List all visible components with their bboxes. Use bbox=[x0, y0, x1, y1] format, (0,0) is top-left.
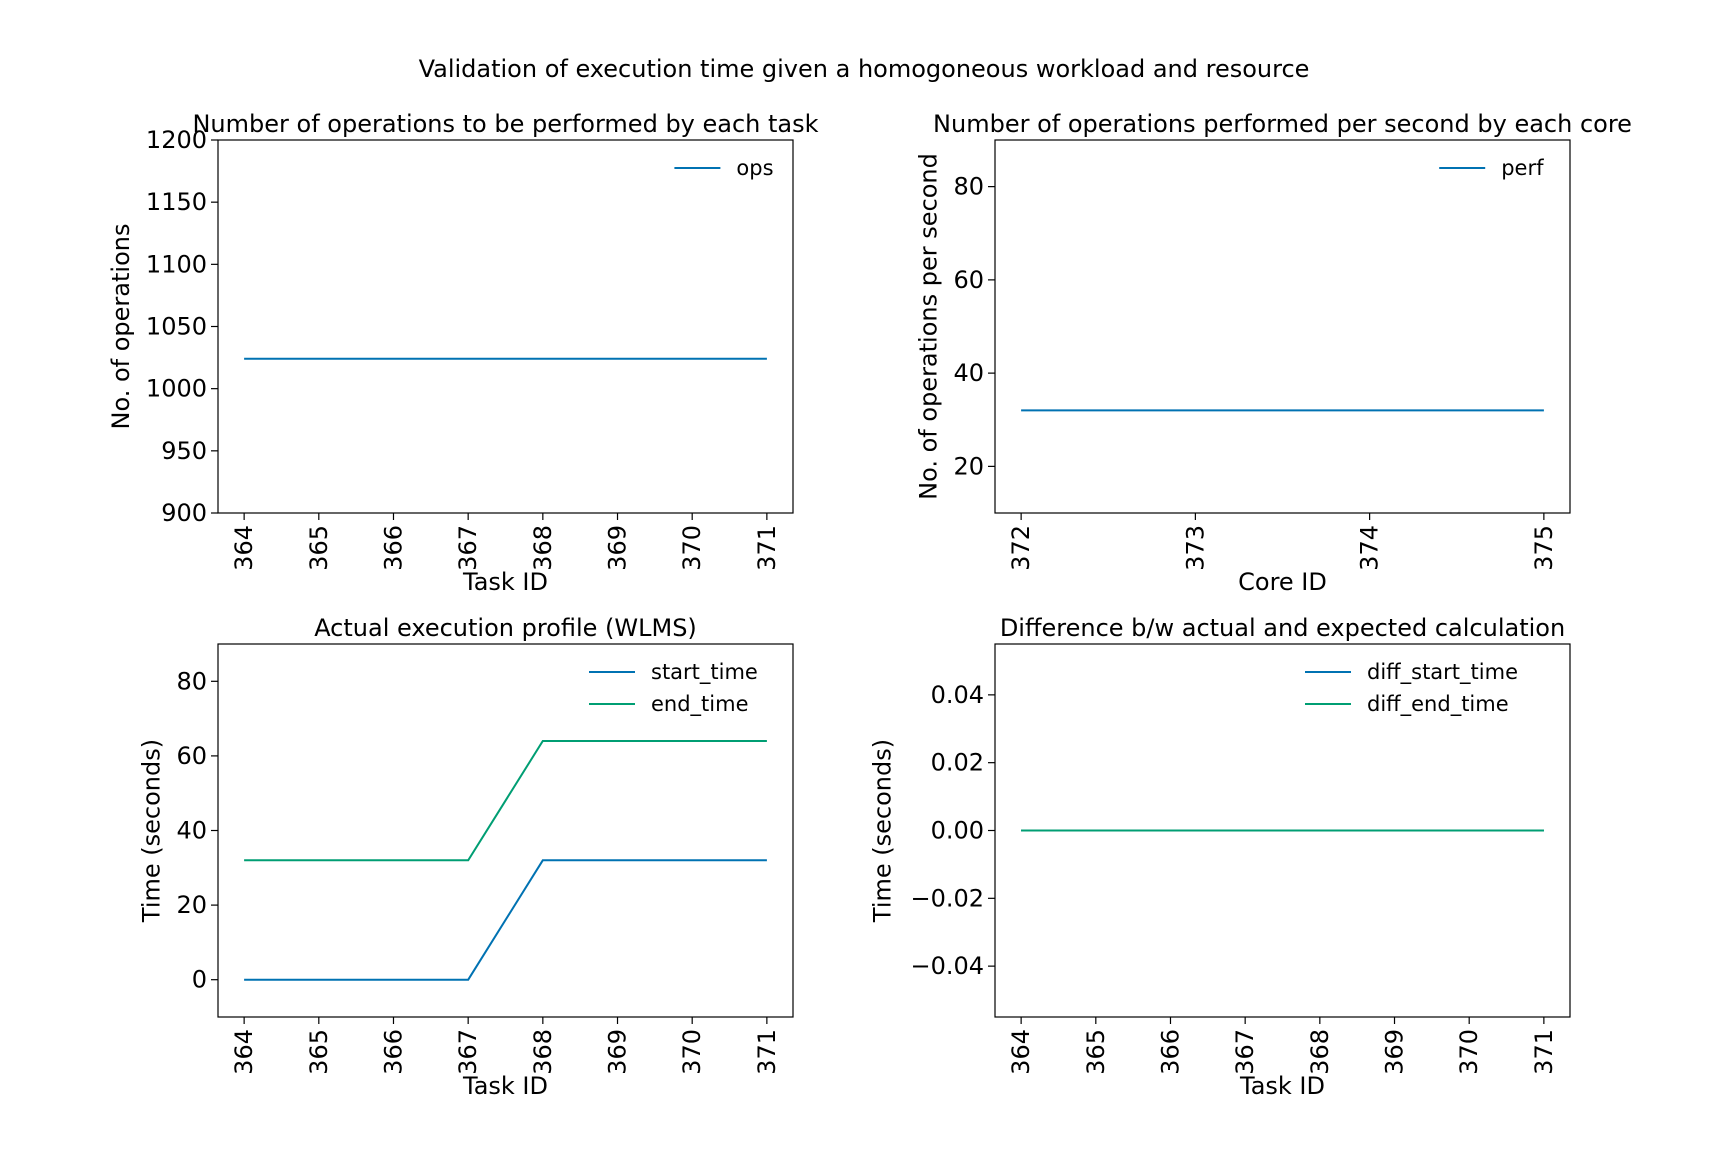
legend-entry: ops bbox=[736, 156, 773, 180]
y-axis-label: Time (seconds) bbox=[869, 739, 897, 923]
subplot-title: Number of operations performed per secon… bbox=[933, 110, 1632, 138]
y-tick-label: 0.04 bbox=[931, 681, 984, 709]
subplot-perf: Number of operations performed per secon… bbox=[914, 110, 1632, 596]
subplot-grid: Number of operations to be performed by … bbox=[107, 110, 1632, 1100]
x-tick-label: 366 bbox=[1156, 1029, 1184, 1075]
y-tick-label: 40 bbox=[953, 359, 984, 387]
y-tick-label: 1150 bbox=[146, 188, 207, 216]
legend-entry: diff_start_time bbox=[1367, 660, 1518, 685]
x-tick-label: 368 bbox=[529, 525, 557, 571]
y-tick-label: 60 bbox=[953, 266, 984, 294]
subplot-title: Actual execution profile (WLMS) bbox=[314, 614, 697, 642]
axes-frame bbox=[994, 139, 1571, 514]
x-tick-label: 366 bbox=[379, 525, 407, 571]
y-tick-label: 40 bbox=[176, 817, 207, 845]
y-axis-label: No. of operations bbox=[107, 224, 135, 430]
x-tick-label: 367 bbox=[454, 525, 482, 571]
x-tick-label: 365 bbox=[305, 525, 333, 571]
legend-entry: start_time bbox=[651, 660, 758, 685]
x-tick-label: 372 bbox=[1007, 525, 1035, 571]
x-axis-label: Core ID bbox=[1238, 568, 1327, 596]
legend: diff_start_time diff_end_time bbox=[1305, 660, 1518, 717]
x-axis-label: Task ID bbox=[462, 1072, 548, 1100]
y-tick-label: 1000 bbox=[146, 375, 207, 403]
x-tick-label: 370 bbox=[678, 525, 706, 571]
legend: ops bbox=[674, 156, 774, 180]
x-tick-label: 364 bbox=[230, 525, 258, 571]
x-tick-label: 364 bbox=[230, 1029, 258, 1075]
y-tick-label: 20 bbox=[953, 452, 984, 480]
legend: start_time end_time bbox=[589, 660, 758, 717]
x-tick-label: 370 bbox=[1455, 1029, 1483, 1075]
subplot-difference: Difference b/w actual and expected calcu… bbox=[869, 614, 1571, 1100]
subplot-ops: Number of operations to be performed by … bbox=[107, 110, 819, 596]
x-tick-label: 368 bbox=[1306, 1029, 1334, 1075]
x-tick-label: 365 bbox=[1082, 1029, 1110, 1075]
x-tick-label: 375 bbox=[1530, 525, 1558, 571]
x-tick-label: 368 bbox=[529, 1029, 557, 1075]
y-tick-label: 900 bbox=[161, 499, 207, 527]
x-tick-label: 371 bbox=[753, 525, 781, 571]
y-tick-label: 0 bbox=[192, 966, 207, 994]
legend: perf bbox=[1439, 156, 1544, 180]
figure-suptitle: Validation of execution time given a hom… bbox=[419, 55, 1310, 83]
x-tick-label: 369 bbox=[604, 525, 632, 571]
x-tick-label: 371 bbox=[1530, 1029, 1558, 1075]
x-tick-label: 364 bbox=[1007, 1029, 1035, 1075]
x-tick-label: 366 bbox=[379, 1029, 407, 1075]
y-tick-label: 80 bbox=[953, 173, 984, 201]
x-tick-label: 369 bbox=[1381, 1029, 1409, 1075]
axes-frame bbox=[217, 139, 794, 514]
legend-entry: end_time bbox=[651, 692, 749, 717]
series-line-start-time bbox=[244, 859, 767, 981]
x-tick-label: 367 bbox=[454, 1029, 482, 1075]
series-line-end-time bbox=[244, 740, 767, 862]
y-tick-label: 950 bbox=[161, 437, 207, 465]
x-axis-label: Task ID bbox=[462, 568, 548, 596]
y-tick-label: −0.02 bbox=[910, 884, 984, 912]
x-tick-label: 369 bbox=[604, 1029, 632, 1075]
y-tick-label: −0.04 bbox=[910, 952, 984, 980]
x-tick-label: 373 bbox=[1181, 525, 1209, 571]
subplot-execution-profile: Actual execution profile (WLMS) 0 20 40 60 80… bbox=[137, 614, 794, 1100]
y-tick-label: 1100 bbox=[146, 250, 207, 278]
y-tick-label: 60 bbox=[176, 742, 207, 770]
x-tick-label: 367 bbox=[1231, 1029, 1259, 1075]
y-tick-label: 0.02 bbox=[931, 749, 984, 777]
y-axis-label: Time (seconds) bbox=[137, 739, 165, 923]
y-tick-label: 20 bbox=[176, 891, 207, 919]
subplot-title: Number of operations to be performed by … bbox=[192, 110, 818, 138]
legend-entry: perf bbox=[1501, 156, 1544, 180]
x-tick-label: 371 bbox=[753, 1029, 781, 1075]
legend-entry: diff_end_time bbox=[1367, 692, 1509, 717]
y-tick-label: 80 bbox=[176, 667, 207, 695]
y-tick-label: 1200 bbox=[146, 126, 207, 154]
y-tick-label: 1050 bbox=[146, 313, 207, 341]
x-tick-label: 370 bbox=[678, 1029, 706, 1075]
subplot-title: Difference b/w actual and expected calcu… bbox=[1000, 614, 1565, 642]
y-tick-label: 0.00 bbox=[931, 817, 984, 845]
x-axis-label: Task ID bbox=[1239, 1072, 1325, 1100]
x-tick-label: 374 bbox=[1356, 525, 1384, 571]
y-axis-label: No. of operations per second bbox=[914, 153, 942, 500]
x-tick-label: 365 bbox=[305, 1029, 333, 1075]
